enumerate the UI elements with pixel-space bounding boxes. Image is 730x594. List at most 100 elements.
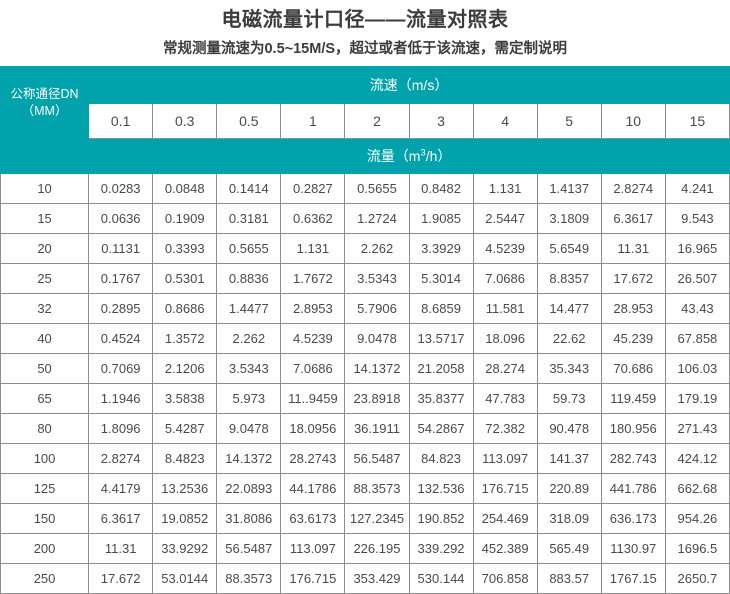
table-row: 25 0.1767 0.5301 0.8836 1.7672 3.5343 5.3014 7.…	[0, 263, 730, 294]
page-subtitle: 常规测量流速为0.5~15M/S，超过或者低于该流速，需定制说明	[162, 41, 568, 57]
flow-value-cell: 0.4524	[88, 323, 154, 354]
flow-value-cell: 26.507	[664, 263, 730, 294]
flow-value-cell: 2650.7	[664, 563, 730, 594]
flow-value-cell: 4.5239	[472, 233, 538, 264]
flow-value-cell: 2.8274	[88, 443, 154, 474]
velocity-header-7: 5	[536, 103, 602, 139]
flow-value-cell: 35.343	[536, 353, 602, 384]
flow-value-cell: 113.097	[280, 533, 346, 564]
flow-value-cell: 2.262	[216, 323, 282, 354]
flow-value-cell: 1.3572	[152, 323, 218, 354]
table-row: 20 0.1131 0.3393 0.5655 1.131 2.262 3.3929 4.52…	[0, 233, 730, 264]
flow-value-cell: 5.7906	[344, 293, 410, 324]
velocity-header-9: 15	[664, 103, 730, 139]
flow-value-cell: 282.743	[600, 443, 666, 474]
dn-cell: 50	[0, 353, 90, 384]
flow-value-cell: 0.2827	[280, 173, 346, 204]
flow-value-cell: 0.8836	[216, 263, 282, 294]
flow-value-cell: 4.4179	[88, 473, 154, 504]
flow-value-cell: 1.4137	[536, 173, 602, 204]
flow-value-cell: 0.2895	[88, 293, 154, 324]
flow-value-cell: 0.5655	[216, 233, 282, 264]
flow-value-cell: 353.429	[344, 563, 410, 594]
flow-value-cell: 3.5343	[344, 263, 410, 294]
header-row-velocity-group: 公称通径DN （MM） 流速（m/s）	[0, 66, 730, 139]
flow-value-cell: 19.0852	[152, 503, 218, 534]
velocity-header-1: 0.3	[152, 103, 218, 139]
table-row: 15 0.0636 0.1909 0.3181 0.6362 1.2724 1.9085 2.…	[0, 203, 730, 234]
flow-value-cell: 5.6549	[536, 233, 602, 264]
flow-label-prefix: 流量（m	[366, 148, 421, 164]
flow-value-cell: 11.31	[88, 533, 154, 564]
flow-value-cell: 1696.5	[664, 533, 730, 564]
flow-value-cell: 424.12	[664, 443, 730, 474]
flow-label-suffix: /h）	[425, 148, 452, 164]
flow-value-cell: 33.9292	[152, 533, 218, 564]
flow-value-cell: 883.57	[536, 563, 602, 594]
flow-value-cell: 2.8274	[600, 173, 666, 204]
table-row: 65 1.1946 3.5838 5.973 11..9459 23.8918 35.837…	[0, 383, 730, 414]
flow-value-cell: 31.8086	[216, 503, 282, 534]
flow-value-cell: 47.783	[472, 383, 538, 414]
flow-value-cell: 1.1946	[88, 383, 154, 414]
dn-cell: 250	[0, 563, 90, 594]
flow-value-cell: 318.09	[536, 503, 602, 534]
flow-value-cell: 0.1414	[216, 173, 282, 204]
dn-cell: 25	[0, 263, 90, 294]
dn-header-line2: （MM）	[21, 103, 68, 118]
flow-value-cell: 3.5343	[216, 353, 282, 384]
flow-group-header: 流量（m3/h）	[88, 138, 730, 174]
flow-value-cell: 141.37	[536, 443, 602, 474]
flow-value-cell: 59.73	[536, 383, 602, 414]
flow-value-cell: 6.3617	[88, 503, 154, 534]
flow-value-cell: 113.097	[472, 443, 538, 474]
flow-value-cell: 11.31	[600, 233, 666, 264]
velocity-header-0: 0.1	[88, 103, 154, 139]
flow-value-cell: 11..9459	[280, 383, 346, 414]
header-row-velocity-values: 0.1 0.3 0.5 1 2 3 4 5 10 15	[1, 103, 730, 139]
flow-value-cell: 9.0478	[216, 413, 282, 444]
flow-value-cell: 0.7069	[88, 353, 154, 384]
flow-value-cell: 14.1372	[216, 443, 282, 474]
flow-value-cell: 0.1767	[88, 263, 154, 294]
velocity-header-8: 10	[600, 103, 666, 139]
flow-value-cell: 3.3929	[408, 233, 474, 264]
flow-value-cell: 9.0478	[344, 323, 410, 354]
flow-value-cell: 67.858	[664, 323, 730, 354]
flow-value-cell: 70.686	[600, 353, 666, 384]
flow-value-cell: 1130.97	[600, 533, 666, 564]
flow-value-cell: 13.5717	[408, 323, 474, 354]
flow-value-cell: 119.459	[600, 383, 666, 414]
velocity-header-2: 0.5	[216, 103, 282, 139]
dn-cell: 125	[0, 473, 90, 504]
flow-value-cell: 22.62	[536, 323, 602, 354]
table-row: 40 0.4524 1.3572 2.262 4.5239 9.0478 13.5717 18…	[0, 323, 730, 354]
flow-value-cell: 0.6362	[280, 203, 346, 234]
flow-label-exponent: 3	[420, 147, 426, 159]
dn-cell: 200	[0, 533, 90, 564]
flow-value-cell: 565.49	[536, 533, 602, 564]
flow-value-cell: 441.786	[600, 473, 666, 504]
flow-value-cell: 706.858	[472, 563, 538, 594]
flow-value-cell: 28.953	[600, 293, 666, 324]
flow-value-cell: 1.9085	[408, 203, 474, 234]
flow-value-cell: 9.543	[664, 203, 730, 234]
flow-value-cell: 2.8953	[280, 293, 346, 324]
flow-value-cell: 8.6859	[408, 293, 474, 324]
flow-value-cell: 17.672	[600, 263, 666, 294]
table-row: 250 17.672 53.0144 88.3573 176.715 353.429 530…	[0, 563, 730, 594]
flow-value-cell: 636.173	[600, 503, 666, 534]
flow-value-cell: 0.0636	[88, 203, 154, 234]
flow-value-cell: 452.389	[472, 533, 538, 564]
table-body: 10 0.0283 0.0848 0.1414 0.2827 0.5655 0.8482 1.…	[0, 173, 730, 594]
flow-group-spacer-cell	[0, 138, 90, 174]
table-row: 125 4.4179 13.2536 22.0893 44.1786 88.3573 132…	[0, 473, 730, 504]
flow-value-cell: 17.672	[88, 563, 154, 594]
flow-value-cell: 8.4823	[152, 443, 218, 474]
flow-value-cell: 88.3573	[344, 473, 410, 504]
flow-value-cell: 54.2867	[408, 413, 474, 444]
flow-value-cell: 0.8686	[152, 293, 218, 324]
flow-rate-table: 公称通径DN （MM） 流速（m/s） 0.1 0.3 0.5 1 2 3 4 …	[0, 66, 730, 594]
flow-value-cell: 28.274	[472, 353, 538, 384]
